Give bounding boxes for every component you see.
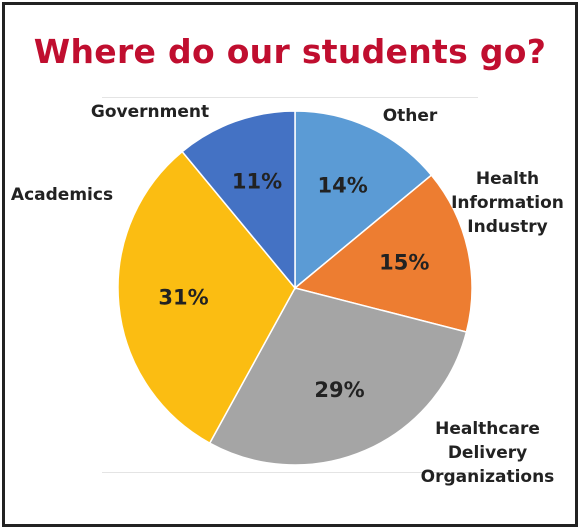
pie-slices bbox=[117, 110, 473, 466]
slice-category-label-academics: Academics bbox=[10, 185, 114, 205]
pie-value-labels: 14% 15% 29% 31% 11% bbox=[158, 170, 429, 402]
pie-value-label-1: 15% bbox=[379, 251, 429, 275]
slice-category-label-government: Government bbox=[90, 102, 210, 122]
chart-title: Where do our students go? bbox=[33, 32, 547, 71]
slice-category-label-other: Other bbox=[382, 106, 438, 126]
slice-category-label-healthcare-delivery-organizations: Healthcare Delivery Organizations bbox=[420, 419, 555, 487]
pie-value-label-2: 29% bbox=[314, 378, 364, 402]
pie-value-label-4: 11% bbox=[232, 170, 282, 194]
pie-value-label-0: 14% bbox=[318, 174, 368, 198]
pie-slice-3 bbox=[117, 150, 296, 445]
pie-value-label-3: 31% bbox=[158, 286, 208, 310]
slice-category-label-health-information-industry: Health Information Industry bbox=[451, 169, 564, 237]
plot-top-line bbox=[102, 97, 478, 98]
pie-slice-0 bbox=[294, 110, 433, 290]
pie-slice-2 bbox=[208, 287, 468, 466]
plot-bottom-line bbox=[102, 472, 478, 473]
pie-slice-4 bbox=[181, 110, 296, 291]
pie-slice-1 bbox=[293, 174, 473, 333]
